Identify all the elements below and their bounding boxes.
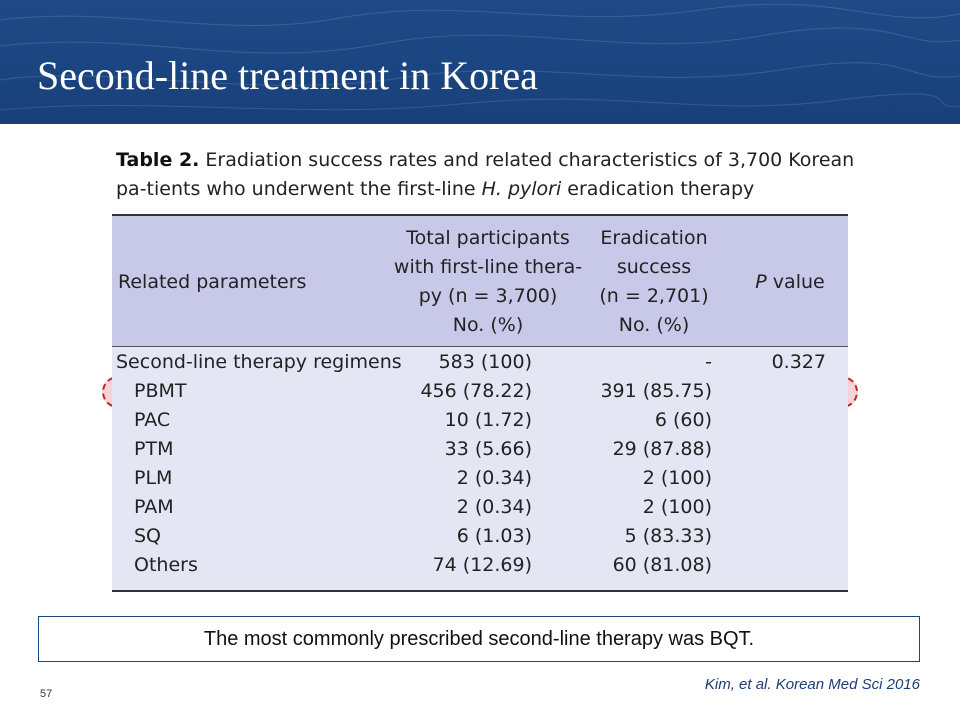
table-row: PAM 2 (0.34) 2 (100) bbox=[112, 493, 848, 522]
citation: Kim, et al. Korean Med Sci 2016 bbox=[704, 676, 920, 693]
table-row: PLM 2 (0.34) 2 (100) bbox=[112, 464, 848, 493]
slide-title: Second-line treatment in Korea bbox=[37, 53, 538, 98]
header-success-line: (n = 2,701) bbox=[599, 285, 709, 307]
row-success: 2 (100) bbox=[642, 467, 712, 489]
row-success: 6 (60) bbox=[654, 409, 712, 431]
table-row: PTM 33 (5.66) 29 (87.88) bbox=[112, 435, 848, 464]
row-name: SQ bbox=[134, 525, 162, 547]
row-name: Second-line therapy regimens bbox=[116, 351, 402, 373]
row-name: PTM bbox=[134, 438, 174, 460]
summary-callout: The most commonly prescribed second-line… bbox=[38, 616, 920, 662]
caption-text: Eradiation success rates and related cha… bbox=[116, 149, 855, 200]
table-row: PBMT 456 (78.22) 391 (85.75) bbox=[112, 377, 848, 406]
row-total: 583 (100) bbox=[438, 351, 532, 373]
table-caption: Table 2. Eradiation success rates and re… bbox=[116, 146, 856, 204]
page-number: 57 bbox=[40, 688, 53, 700]
results-table: Related parameters Total participants wi… bbox=[112, 214, 848, 592]
header-eradication-success: Eradication success (n = 2,701) No. (%) bbox=[574, 224, 734, 340]
header-p-italic: P bbox=[755, 271, 767, 293]
header-success-line: success bbox=[616, 256, 692, 278]
row-success: 391 (85.75) bbox=[600, 380, 712, 402]
caption-label: Table 2. bbox=[116, 149, 200, 171]
header-p-rest: value bbox=[766, 271, 825, 293]
row-total: 74 (12.69) bbox=[432, 554, 532, 576]
row-success: 29 (87.88) bbox=[612, 438, 712, 460]
caption-italic: H. pylori bbox=[481, 178, 562, 200]
row-success: - bbox=[705, 351, 712, 373]
header-total-line: with first-line thera- bbox=[393, 256, 583, 278]
header-total-line: Total participants bbox=[406, 227, 570, 249]
table-header: Related parameters Total participants wi… bbox=[112, 216, 848, 347]
row-name: Others bbox=[134, 554, 198, 576]
row-total: 2 (0.34) bbox=[456, 496, 532, 518]
table-row: Second-line therapy regimens 583 (100) -… bbox=[112, 348, 848, 377]
table-row: SQ 6 (1.03) 5 (83.33) bbox=[112, 522, 848, 551]
header-success-line: No. (%) bbox=[618, 314, 690, 336]
header-total-line: py (n = 3,700) bbox=[418, 285, 558, 307]
table-row: Others 74 (12.69) 60 (81.08) bbox=[112, 551, 848, 580]
header-total-line: No. (%) bbox=[452, 314, 524, 336]
row-total: 456 (78.22) bbox=[420, 380, 532, 402]
caption-text-end: eradication therapy bbox=[561, 178, 755, 200]
row-success: 2 (100) bbox=[642, 496, 712, 518]
row-success: 5 (83.33) bbox=[624, 525, 712, 547]
row-name: PBMT bbox=[134, 380, 187, 402]
header-p-value: P value bbox=[748, 268, 832, 297]
row-total: 2 (0.34) bbox=[456, 467, 532, 489]
slide-header: Second-line treatment in Korea bbox=[0, 0, 960, 124]
row-name: PAM bbox=[134, 496, 174, 518]
row-success: 60 (81.08) bbox=[612, 554, 712, 576]
row-p-value: 0.327 bbox=[771, 351, 826, 373]
table-row: PAC 10 (1.72) 6 (60) bbox=[112, 406, 848, 435]
header-total-participants: Total participants with first-line thera… bbox=[388, 224, 588, 340]
row-total: 6 (1.03) bbox=[456, 525, 532, 547]
row-total: 10 (1.72) bbox=[444, 409, 532, 431]
row-name: PAC bbox=[134, 409, 171, 431]
row-name: PLM bbox=[134, 467, 173, 489]
header-success-line: Eradication bbox=[600, 227, 708, 249]
row-total: 33 (5.66) bbox=[444, 438, 532, 460]
header-texture bbox=[0, 3, 960, 111]
header-related-parameters: Related parameters bbox=[118, 271, 307, 293]
